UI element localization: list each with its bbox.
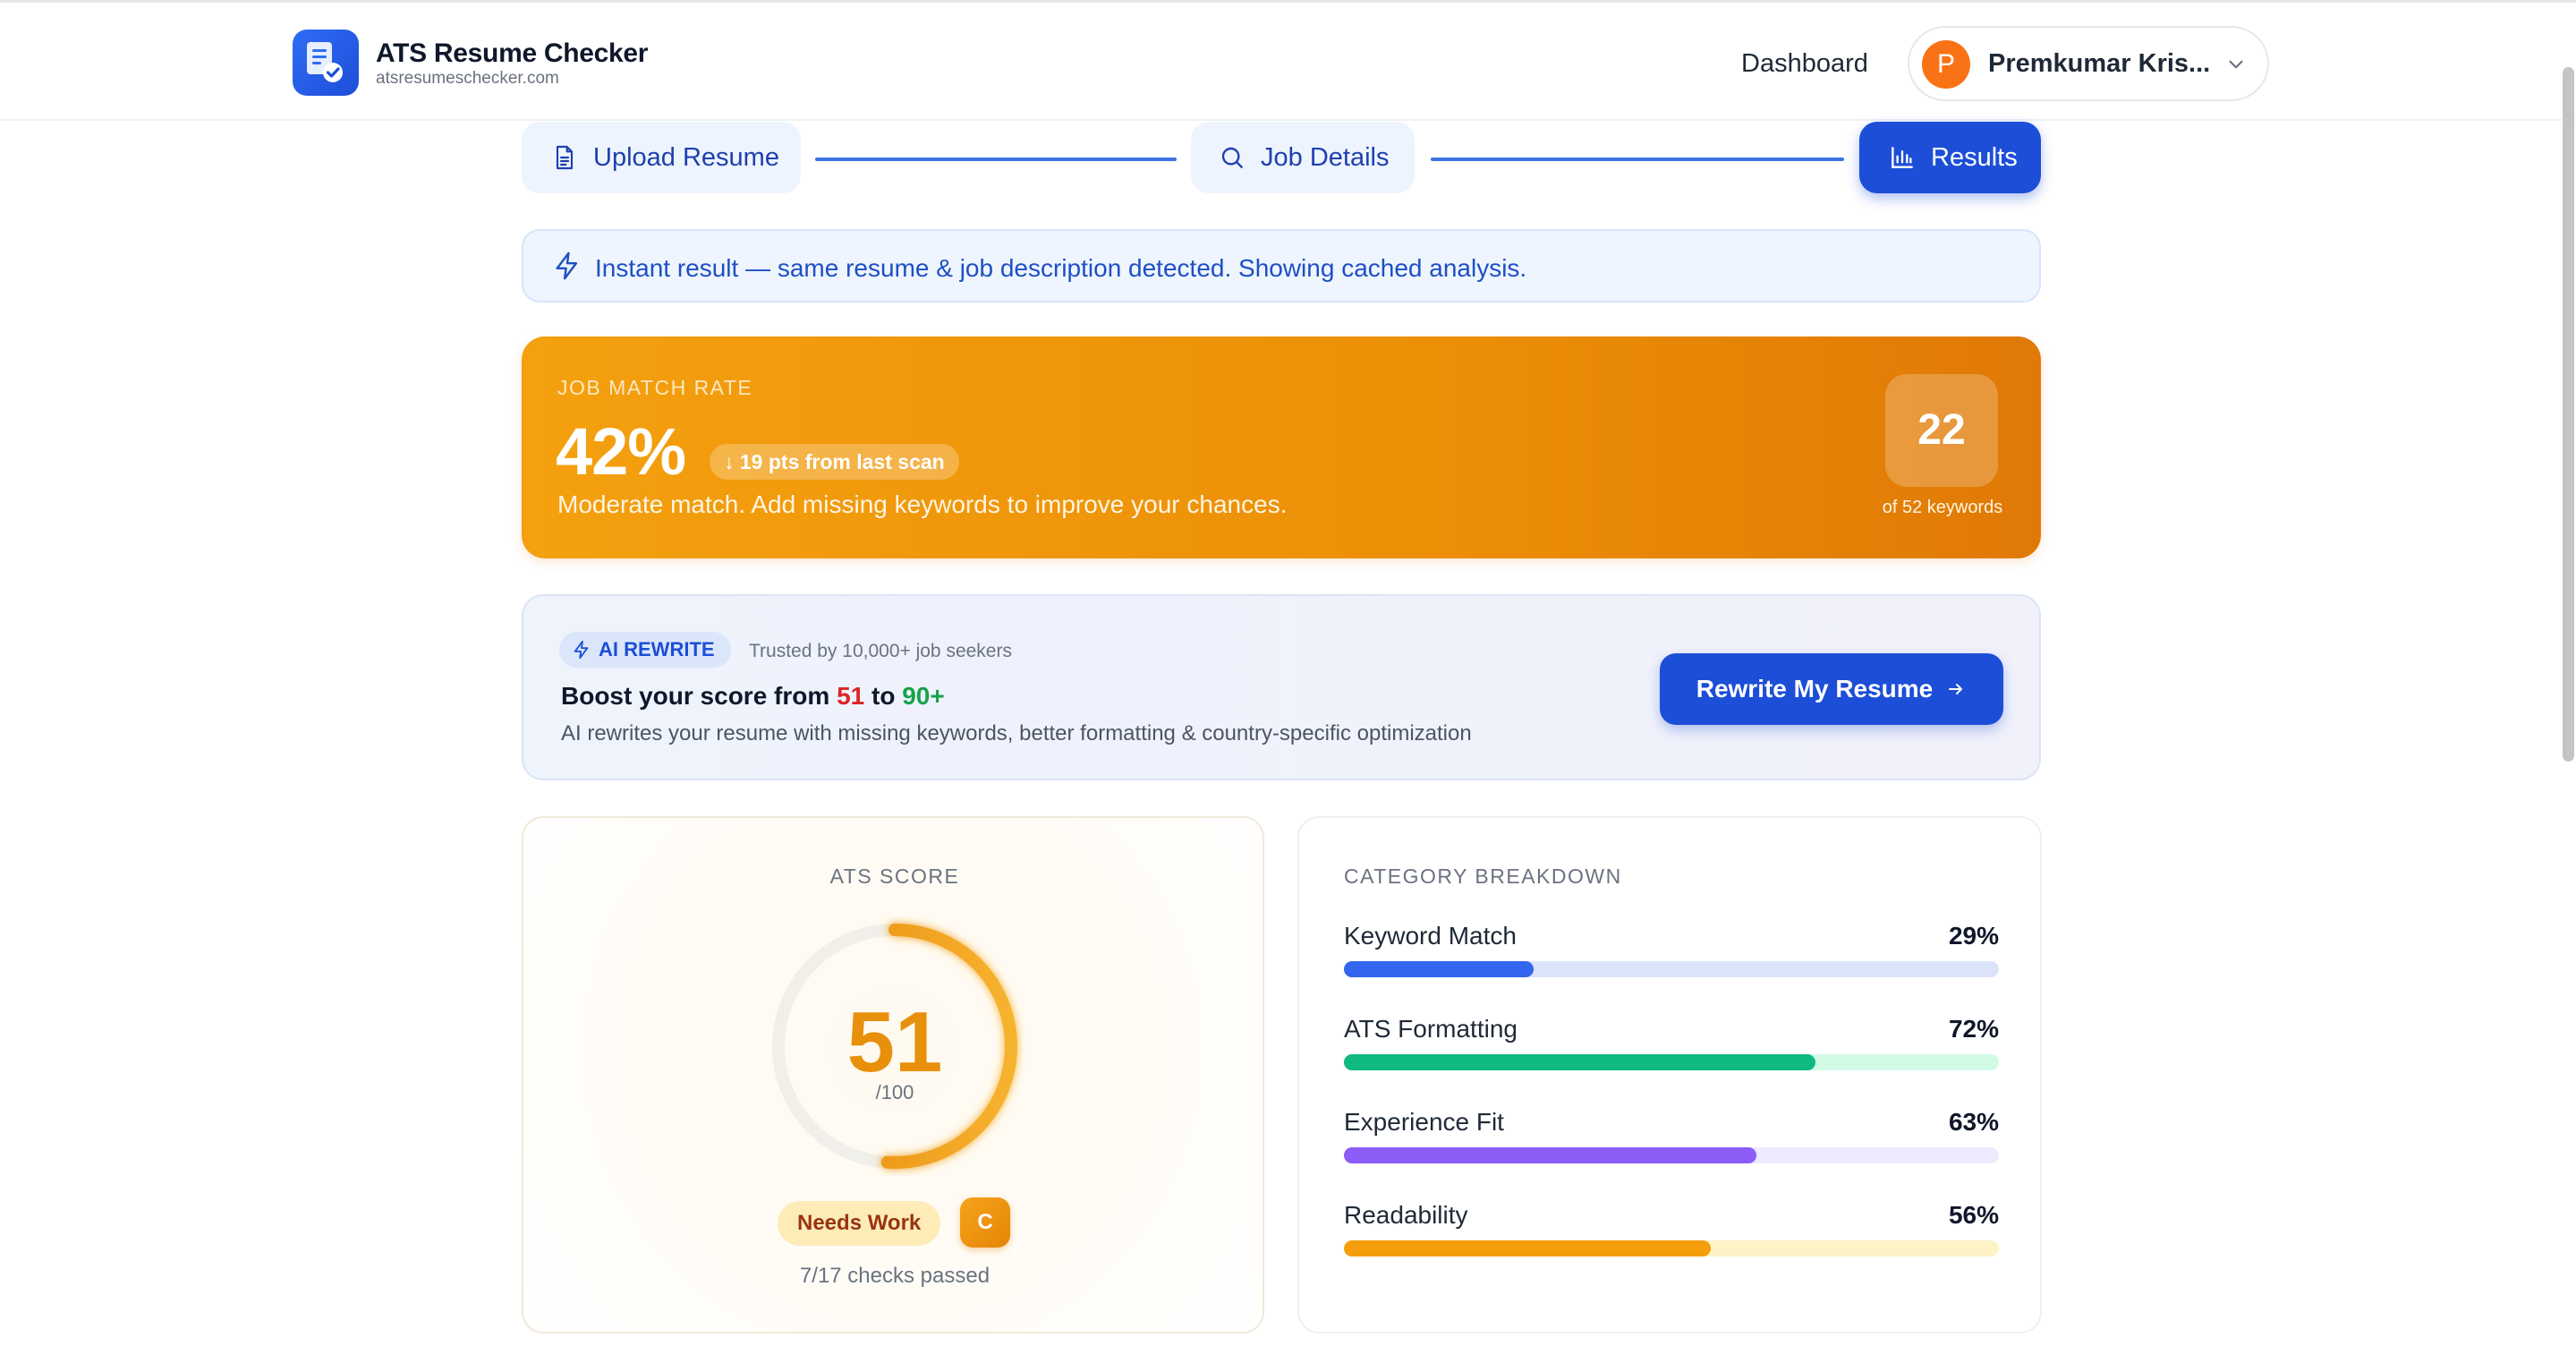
step-label: Job Details — [1261, 142, 1390, 172]
category-breakdown-title: CATEGORY BREAKDOWN — [1344, 865, 1622, 888]
step-connector — [1431, 158, 1844, 161]
job-match-value: 42% — [556, 414, 686, 489]
lightning-icon — [556, 251, 578, 280]
step-label: Results — [1931, 142, 2018, 172]
brand-domain: atsresumeschecker.com — [376, 69, 559, 88]
app-header: ATS Resume Checker atsresumeschecker.com… — [0, 3, 2576, 121]
cached-result-notice: Instant result — same resume & job descr… — [522, 229, 2041, 302]
category-track — [1344, 1147, 1999, 1163]
category-value: 56% — [1948, 1201, 1999, 1229]
step-results[interactable]: Results — [1859, 122, 2041, 193]
category-breakdown-card: CATEGORY BREAKDOWN Keyword Match 29% ATS… — [1297, 816, 2042, 1333]
category-row-ats-formatting: ATS Formatting 72% — [1344, 1015, 1999, 1078]
step-job-details[interactable]: Job Details — [1191, 122, 1415, 193]
status-badge: Needs Work — [778, 1201, 941, 1246]
grade-badge: C — [960, 1197, 1010, 1248]
step-label: Upload Resume — [593, 142, 779, 172]
category-value: 72% — [1948, 1015, 1999, 1043]
step-connector — [815, 158, 1177, 161]
category-track — [1344, 1240, 1999, 1257]
score-gauge — [772, 924, 1017, 1169]
category-row-keyword-match: Keyword Match 29% — [1344, 922, 1999, 984]
category-label: Experience Fit — [1344, 1108, 1504, 1136]
category-value: 63% — [1948, 1108, 1999, 1136]
category-fill — [1344, 1240, 1711, 1257]
top-border — [0, 0, 2576, 3]
lightning-icon — [574, 640, 589, 660]
arrow-right-icon — [1949, 684, 1963, 694]
ai-tag-label: AI REWRITE — [599, 638, 715, 660]
category-track — [1344, 1054, 1999, 1070]
rewrite-button-label: Rewrite My Resume — [1696, 675, 1934, 703]
progress-steps: Upload Resume Job Details Results — [522, 122, 2041, 195]
category-fill — [1344, 1054, 1816, 1070]
resume-check-icon — [307, 42, 343, 82]
ats-score-card: ATS SCORE 51 /100 Needs Work C 7/17 chec… — [522, 816, 1264, 1333]
category-fill — [1344, 961, 1535, 977]
page-scrollbar[interactable] — [2563, 67, 2574, 762]
avatar: P — [1922, 40, 1970, 89]
category-row-experience-fit: Experience Fit 63% — [1344, 1108, 1999, 1171]
gauge-progress — [772, 924, 1017, 1169]
boost-prefix: Boost your score from — [561, 682, 837, 710]
ats-score-title: ATS SCORE — [829, 865, 960, 888]
boost-from: 51 — [837, 682, 865, 710]
category-track — [1344, 961, 1999, 977]
bar-chart-icon — [1892, 147, 1913, 168]
rewrite-resume-button[interactable]: Rewrite My Resume — [1660, 653, 2003, 725]
app-logo[interactable] — [293, 30, 359, 96]
category-value: 29% — [1948, 922, 1999, 950]
boost-to: 90+ — [902, 682, 945, 710]
category-fill — [1344, 1147, 1757, 1163]
keywords-matched-count: 22 — [1885, 374, 1998, 487]
ai-rewrite-tag: AI REWRITE — [559, 632, 731, 668]
user-menu-button[interactable]: P Premkumar Kris... — [1908, 26, 2269, 101]
ats-score-value: 51 — [846, 994, 943, 1090]
document-icon — [556, 145, 574, 170]
search-icon — [1221, 147, 1243, 168]
job-match-subtitle: Moderate match. Add missing keywords to … — [557, 490, 1288, 518]
chevron-down-icon — [2229, 60, 2243, 69]
category-label: Keyword Match — [1344, 922, 1517, 950]
score-delta-badge: ↓ 19 pts from last scan — [710, 444, 959, 480]
job-match-card: JOB MATCH RATE 42% ↓ 19 pts from last sc… — [522, 336, 2041, 558]
ats-score-denominator: /100 — [875, 1081, 914, 1103]
category-row-readability: Readability 56% — [1344, 1201, 1999, 1264]
ai-rewrite-description: AI rewrites your resume with missing key… — [561, 721, 1472, 745]
brand-name: ATS Resume Checker — [376, 38, 649, 68]
category-label: ATS Formatting — [1344, 1015, 1518, 1043]
checks-passed: 7/17 checks passed — [799, 1264, 990, 1288]
trusted-text: Trusted by 10,000+ job seekers — [749, 641, 1012, 661]
user-name: Premkumar Kris... — [1988, 49, 2211, 78]
boost-heading: Boost your score from 51 to 90+ — [561, 682, 945, 711]
nav-dashboard-link[interactable]: Dashboard — [1741, 49, 1868, 78]
ai-rewrite-card: AI REWRITE Trusted by 10,000+ job seeker… — [522, 594, 2041, 780]
boost-mid: to — [864, 682, 903, 710]
category-label: Readability — [1344, 1201, 1468, 1229]
step-upload-resume[interactable]: Upload Resume — [522, 122, 801, 193]
keywords-total-label: of 52 keywords — [1882, 498, 2003, 517]
job-match-label: JOB MATCH RATE — [557, 376, 753, 399]
notice-text: Instant result — same resume & job descr… — [595, 254, 1527, 282]
